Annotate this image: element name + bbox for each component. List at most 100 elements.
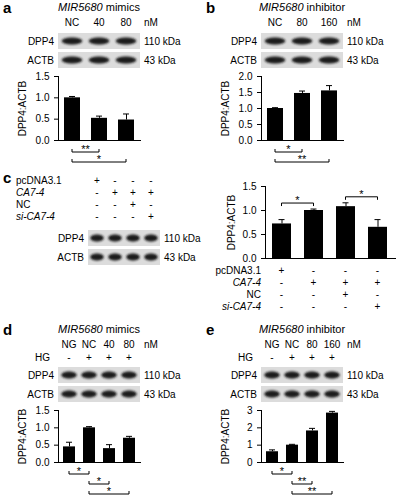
svg-text:NC: NC xyxy=(82,339,96,350)
svg-text:+: + xyxy=(375,277,381,288)
svg-text:HG: HG xyxy=(35,352,50,363)
svg-text:-: - xyxy=(113,175,116,186)
svg-text:-: - xyxy=(149,175,152,186)
svg-text:ACTB: ACTB xyxy=(57,252,84,263)
svg-text:*: * xyxy=(280,465,285,477)
svg-text:0.0: 0.0 xyxy=(243,253,257,264)
svg-text:**: ** xyxy=(298,475,307,487)
svg-text:0.5: 0.5 xyxy=(239,119,253,130)
svg-text:**: ** xyxy=(308,485,317,497)
svg-text:43 kDa: 43 kDa xyxy=(144,55,176,66)
svg-text:ACTB: ACTB xyxy=(27,55,54,66)
svg-text:DPP4: DPP4 xyxy=(231,36,258,47)
svg-text:NC: NC xyxy=(285,339,299,350)
svg-text:nM: nM xyxy=(347,339,361,350)
svg-text:-: - xyxy=(149,199,152,210)
svg-text:si-CA7-4: si-CA7-4 xyxy=(222,301,261,312)
svg-text:si-CA7-4: si-CA7-4 xyxy=(16,211,55,222)
svg-text:*: * xyxy=(97,153,102,165)
svg-text:-: - xyxy=(113,199,116,210)
svg-text:1.5: 1.5 xyxy=(36,405,50,416)
svg-text:NC: NC xyxy=(247,289,261,300)
svg-text:-: - xyxy=(344,301,347,312)
svg-text:-: - xyxy=(95,199,98,210)
svg-text:NC: NC xyxy=(268,17,282,28)
svg-text:+: + xyxy=(148,211,154,222)
svg-text:+: + xyxy=(106,352,112,363)
svg-text:+: + xyxy=(343,277,349,288)
svg-text:NC: NC xyxy=(65,17,79,28)
svg-text:DPP4:ACTB: DPP4:ACTB xyxy=(220,80,231,136)
svg-text:nM: nM xyxy=(144,339,158,350)
svg-text:+: + xyxy=(329,352,335,363)
svg-text:*: * xyxy=(295,194,300,206)
svg-text:80: 80 xyxy=(123,339,135,350)
svg-text:DPP4: DPP4 xyxy=(231,370,258,381)
svg-text:+: + xyxy=(311,277,317,288)
svg-text:-: - xyxy=(270,352,273,363)
svg-text:-: - xyxy=(344,265,347,276)
svg-text:ACTB: ACTB xyxy=(230,55,257,66)
svg-text:-: - xyxy=(376,265,379,276)
svg-text:*: * xyxy=(359,188,364,200)
svg-text:MIR5680 mimics: MIR5680 mimics xyxy=(58,323,140,335)
svg-text:0.0: 0.0 xyxy=(36,135,50,146)
svg-text:*: * xyxy=(107,485,112,497)
svg-text:3: 3 xyxy=(247,405,253,416)
svg-text:1.0: 1.0 xyxy=(243,205,257,216)
svg-text:pcDNA3.1: pcDNA3.1 xyxy=(215,265,261,276)
svg-text:-: - xyxy=(280,289,283,300)
svg-text:NG: NG xyxy=(62,339,77,350)
svg-text:*: * xyxy=(77,465,82,477)
svg-text:+: + xyxy=(148,187,154,198)
svg-text:-: - xyxy=(131,175,134,186)
svg-text:MIR5680 mimics: MIR5680 mimics xyxy=(58,1,140,13)
svg-text:2.0: 2.0 xyxy=(239,71,253,82)
svg-text:+: + xyxy=(279,265,285,276)
svg-text:-: - xyxy=(312,265,315,276)
svg-text:1.0: 1.0 xyxy=(36,422,50,433)
svg-text:40: 40 xyxy=(103,339,115,350)
svg-text:+: + xyxy=(289,352,295,363)
svg-text:nM: nM xyxy=(144,17,158,28)
svg-text:80: 80 xyxy=(120,17,132,28)
svg-text:*: * xyxy=(286,143,291,155)
svg-text:160: 160 xyxy=(321,17,338,28)
svg-text:DPP4: DPP4 xyxy=(28,370,55,381)
svg-text:HG: HG xyxy=(238,352,253,363)
svg-text:**: ** xyxy=(298,153,307,165)
svg-text:+: + xyxy=(86,352,92,363)
svg-text:DPP4:ACTB: DPP4:ACTB xyxy=(17,80,28,136)
svg-text:+: + xyxy=(112,187,118,198)
svg-text:nM: nM xyxy=(347,17,361,28)
svg-text:43 kDa: 43 kDa xyxy=(164,252,196,263)
svg-text:80: 80 xyxy=(306,339,318,350)
svg-text:43 kDa: 43 kDa xyxy=(347,55,379,66)
svg-text:40: 40 xyxy=(93,17,105,28)
svg-text:+: + xyxy=(94,175,100,186)
svg-text:0.5: 0.5 xyxy=(36,439,50,450)
svg-text:0.0: 0.0 xyxy=(36,457,50,468)
svg-text:1.0: 1.0 xyxy=(36,92,50,103)
svg-text:-: - xyxy=(280,277,283,288)
svg-text:-: - xyxy=(67,352,70,363)
svg-text:1.0: 1.0 xyxy=(239,103,253,114)
svg-text:0.0: 0.0 xyxy=(239,135,253,146)
svg-text:CA7-4: CA7-4 xyxy=(233,277,262,288)
svg-text:110 kDa: 110 kDa xyxy=(144,36,181,47)
svg-text:160: 160 xyxy=(324,339,341,350)
svg-text:*: * xyxy=(97,475,102,487)
svg-text:pcDNA3.1: pcDNA3.1 xyxy=(16,175,62,186)
svg-text:43 kDa: 43 kDa xyxy=(144,389,176,400)
svg-text:+: + xyxy=(343,289,349,300)
svg-text:DPP4: DPP4 xyxy=(58,233,85,244)
svg-text:NC: NC xyxy=(16,199,30,210)
svg-text:DPP4:ACTB: DPP4:ACTB xyxy=(220,408,231,464)
svg-text:110 kDa: 110 kDa xyxy=(144,370,181,381)
svg-text:-: - xyxy=(95,187,98,198)
svg-text:ACTB: ACTB xyxy=(230,389,257,400)
svg-text:-: - xyxy=(312,301,315,312)
svg-text:-: - xyxy=(95,211,98,222)
svg-text:-: - xyxy=(131,211,134,222)
svg-text:DPP4:ACTB: DPP4:ACTB xyxy=(226,194,237,250)
